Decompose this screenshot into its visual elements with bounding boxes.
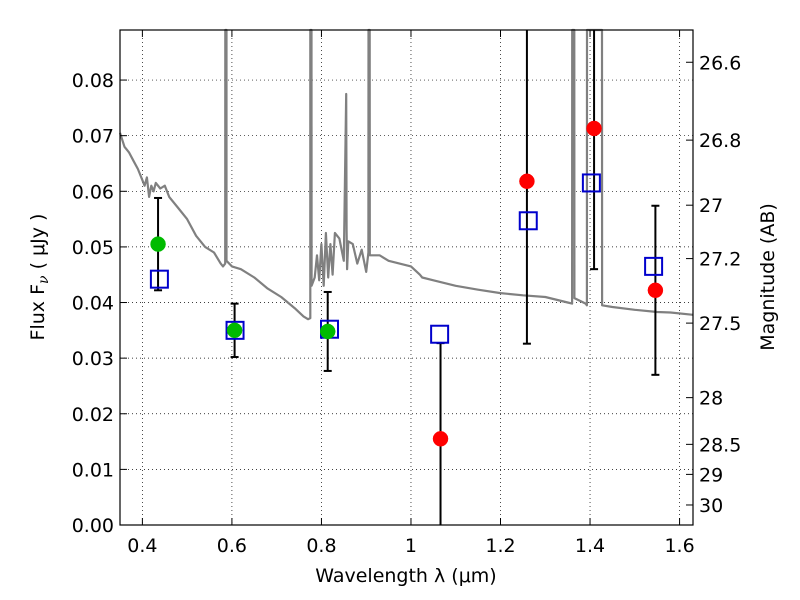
model-photometry-square	[225, 320, 245, 340]
model-photometry-square	[149, 269, 169, 289]
y-tick-label: 0.07	[72, 126, 114, 148]
y2-tick-label: 28	[699, 388, 723, 410]
y2-tick-label: 29	[699, 464, 723, 486]
y2-axis-title-group: Magnitude (AB)	[757, 203, 779, 351]
y-tick-label: 0.00	[72, 515, 114, 537]
observed-flux-point	[647, 282, 664, 299]
y2-tick-label: 26.8	[699, 130, 741, 152]
x-tick-label: 1.4	[575, 535, 605, 557]
y2-tick-label: 30	[699, 495, 723, 517]
observed-flux-point	[226, 322, 243, 339]
plot-background	[120, 30, 693, 525]
observed-flux-point	[519, 173, 535, 190]
model-photometry-square	[430, 324, 450, 344]
x-tick-label: 1.2	[485, 535, 515, 557]
y2-tick-label: 26.6	[699, 52, 741, 74]
ticks-layer: 0.4 0.6 0.8 1 1.2 1.4 1.6 0.00 0.01 0.02 0.03 0.04 0…	[72, 30, 741, 557]
x-tick-label: 0.8	[306, 535, 336, 557]
y-tick-label: 0.04	[72, 293, 114, 315]
x-tick-label: 0.4	[127, 535, 157, 557]
y-axis-title-group: Flux Fν ( μJy )	[27, 214, 52, 341]
grid	[120, 30, 693, 526]
y-tick-label: 0.01	[72, 459, 114, 481]
y-axis-title-unit: ( μJy )	[27, 214, 49, 276]
model-photometry-square	[581, 173, 601, 193]
model-photometry-square	[644, 256, 664, 276]
x-tick-label: 1	[405, 535, 417, 557]
y2-tick-label: 27	[699, 195, 723, 217]
observed-flux-point	[432, 431, 449, 447]
y2-axis-title: Magnitude (AB)	[757, 203, 779, 351]
y-axis-title-text: Flux F	[27, 284, 49, 340]
y2-tick-label: 27.2	[699, 249, 741, 271]
y-tick-label: 0.08	[72, 70, 114, 92]
observed-flux-point	[586, 120, 602, 137]
model-spectrum-layer	[118, 28, 694, 321]
y-axis-title: Flux Fν ( μJy )	[27, 214, 52, 341]
x-tick-label: 0.6	[217, 535, 247, 557]
model-spectrum-line	[118, 28, 694, 321]
y2-tick-label: 28.5	[699, 434, 741, 456]
y-tick-label: 0.03	[72, 348, 114, 370]
y-tick-label: 0.06	[72, 181, 114, 203]
y-tick-label: 0.02	[72, 404, 114, 426]
markers-layer	[149, 120, 664, 447]
observed-flux-point	[150, 236, 166, 252]
x-axis-title: Wavelength λ (μm)	[315, 565, 496, 587]
y-tick-label: 0.05	[72, 237, 114, 259]
model-photometry-square	[518, 211, 538, 231]
plot-frame	[119, 29, 694, 526]
x-tick-label: 1.6	[664, 535, 694, 557]
y2-tick-label: 27.5	[699, 313, 741, 335]
y-axis-title-subscript: ν	[36, 275, 52, 284]
observed-flux-point	[319, 323, 336, 340]
